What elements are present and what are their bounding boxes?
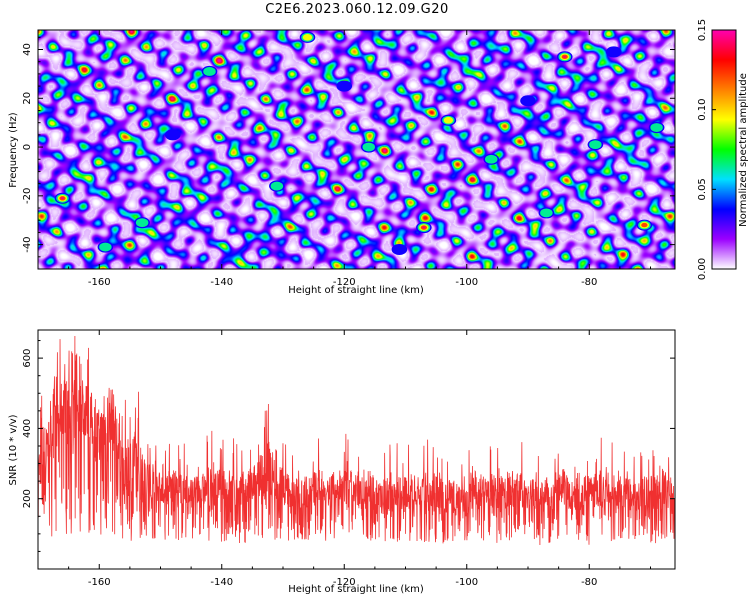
snr-plot-area <box>38 330 675 569</box>
heatmap-x-axis: -160 -140 -120 -100 -80 <box>68 30 651 288</box>
y-tick-label: 20 <box>22 92 33 105</box>
snr-y-axis: 200 400 600 <box>22 340 675 552</box>
snr-series-line <box>38 336 675 546</box>
colorbar-ticks: 0.00 0.05 0.10 0.15 <box>697 19 716 280</box>
heatmap-hotspot <box>60 197 65 200</box>
heatmap-hotspot <box>164 129 181 141</box>
colorbar-tick-label: 0.10 <box>697 99 708 121</box>
heatmap-frame <box>37 29 676 270</box>
y-tick-label: 200 <box>22 489 33 508</box>
heatmap-x-label: Height of straight line (km) <box>288 285 424 296</box>
y-tick-label: 40 <box>22 43 33 56</box>
heatmap-hotspot <box>391 243 408 256</box>
x-tick-label: -160 <box>88 277 111 288</box>
heatmap-hotspot <box>422 226 426 229</box>
snr-panel: -160 -140 -120 -100 -80 200 400 600 Height of … <box>8 329 676 595</box>
x-tick-label: -100 <box>455 577 478 588</box>
heatmap-hotspot <box>443 116 454 124</box>
y-tick-label: 400 <box>22 419 33 438</box>
heatmap-panel: -160 -140 -120 -100 -80 -40 -20 0 20 40 Height o… <box>8 29 676 296</box>
heatmap-hotspot <box>563 55 567 58</box>
colorbar-label: Normalized spectral amplitude <box>738 73 749 227</box>
heatmap-y-label: Frequency (Hz) <box>8 112 19 188</box>
colorbar-scale <box>711 29 737 270</box>
heatmap-hotspot <box>641 222 648 228</box>
heatmap-hotspots <box>54 31 665 256</box>
heatmap-hotspot <box>589 140 602 150</box>
heatmap-hotspot <box>485 154 498 164</box>
snr-frame <box>37 329 676 570</box>
colorbar-tick-label: 0.05 <box>697 178 708 200</box>
heatmap-image <box>38 30 675 269</box>
snr-y-label: SNR (10 * v/v) <box>8 414 19 485</box>
x-tick-label: -140 <box>210 577 233 588</box>
y-tick-label: 600 <box>22 349 33 368</box>
heatmap-hotspot <box>605 46 622 58</box>
y-tick-label: 0 <box>22 144 33 150</box>
heatmap-hotspot <box>203 67 216 76</box>
x-tick-label: -120 <box>333 577 356 588</box>
x-tick-label: -100 <box>455 277 478 288</box>
x-tick-label: -80 <box>581 277 597 288</box>
heatmap-hotspot <box>336 80 353 92</box>
heatmap-hotspot <box>302 34 313 41</box>
heatmap-hotspot <box>99 242 112 252</box>
snr-x-axis: -160 -140 -120 -100 -80 <box>68 330 651 588</box>
y-tick-label: -20 <box>22 188 33 204</box>
heatmap-hotspot <box>270 181 284 191</box>
chart-title: C2E6.2023.060.12.09.G20 <box>265 2 449 17</box>
heatmap-hotspot <box>135 218 149 228</box>
x-tick-label: -80 <box>581 577 597 588</box>
snr-x-label: Height of straight line (km) <box>288 584 424 595</box>
x-tick-label: -160 <box>88 577 111 588</box>
heatmap-hotspot <box>540 208 553 218</box>
heatmap-hotspot <box>362 142 375 152</box>
heatmap-y-axis: -40 -20 0 20 40 <box>22 36 675 258</box>
x-tick-label: -140 <box>210 277 233 288</box>
y-tick-label: -40 <box>22 236 33 252</box>
heatmap-hotspot <box>520 95 536 107</box>
heatmap-hotspot <box>650 123 663 132</box>
colorbar-tick-label: 0.15 <box>697 19 708 41</box>
colorbar: 0.00 0.05 0.10 0.15 Normalized spectral amp… <box>697 19 749 280</box>
x-tick-label: -120 <box>333 277 356 288</box>
colorbar-tick-label: 0.00 <box>697 258 708 280</box>
